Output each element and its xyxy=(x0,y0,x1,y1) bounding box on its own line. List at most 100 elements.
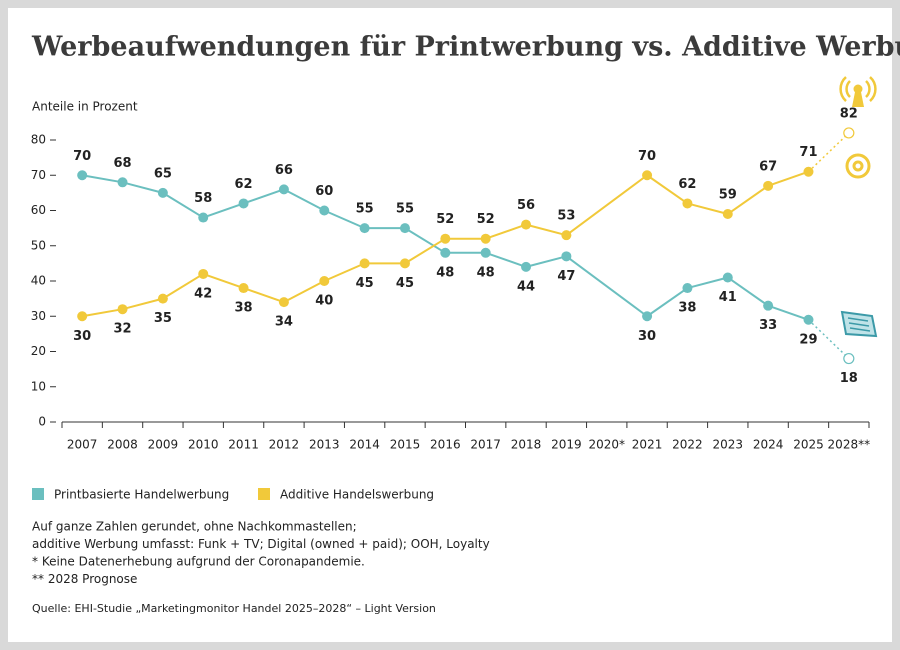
point xyxy=(843,127,855,139)
data-label: 48 xyxy=(436,265,454,280)
newspaper-icon xyxy=(840,310,878,338)
point xyxy=(319,205,330,216)
y-tick-label: 40 xyxy=(31,274,46,288)
y-tick-label: 50 xyxy=(31,238,46,252)
x-tick-label: 2025 xyxy=(793,438,824,452)
line-segment xyxy=(565,255,648,318)
point xyxy=(480,233,491,244)
y-axis-label: Anteile in Prozent xyxy=(32,100,138,114)
line-segment xyxy=(485,223,527,240)
point xyxy=(682,283,693,294)
line-segment xyxy=(82,308,123,318)
point xyxy=(440,233,451,244)
x-tick-label: 2016 xyxy=(430,438,461,452)
point xyxy=(722,272,733,283)
note: Auf ganze Zahlen gerundet, ohne Nachkomm… xyxy=(32,520,357,534)
data-label: 45 xyxy=(396,276,414,291)
x-tick-label: 2017 xyxy=(470,438,501,452)
data-label: 71 xyxy=(799,145,817,160)
line-segment xyxy=(283,280,325,304)
line-segment xyxy=(646,287,688,318)
legend-label: Additive Handelswerbung xyxy=(280,488,434,502)
data-label: 65 xyxy=(154,166,172,181)
point xyxy=(521,219,532,230)
chart-title: Werbeaufwendungen für Printwerbung vs. A… xyxy=(31,32,900,63)
at-icon xyxy=(845,153,871,179)
data-label: 67 xyxy=(759,159,777,174)
point xyxy=(561,230,572,241)
point xyxy=(359,223,370,234)
data-label: 33 xyxy=(759,318,777,333)
panel xyxy=(8,8,892,642)
data-label: 35 xyxy=(154,311,172,326)
point xyxy=(278,297,289,308)
x-tick-label: 2023 xyxy=(713,438,744,452)
x-tick-label: 2009 xyxy=(148,438,179,452)
line-segment xyxy=(122,181,164,194)
data-label: 48 xyxy=(477,265,495,280)
data-label: 70 xyxy=(638,149,656,164)
line-segment xyxy=(82,174,123,184)
point xyxy=(642,170,653,181)
data-label: 29 xyxy=(799,332,817,347)
y-tick-label: 20 xyxy=(31,344,46,358)
point xyxy=(77,311,88,322)
x-tick-label: 2014 xyxy=(349,438,380,452)
source: Quelle: EHI-Studie „Marketingmonitor Han… xyxy=(32,602,436,615)
x-tick-label: 2021 xyxy=(632,438,663,452)
point xyxy=(77,170,88,181)
data-label: 40 xyxy=(315,294,333,309)
line-segment xyxy=(243,188,285,205)
line-segment xyxy=(122,297,164,311)
data-label: 44 xyxy=(517,279,535,294)
note: ** 2028 Prognose xyxy=(32,572,137,586)
data-label: 30 xyxy=(638,329,656,344)
line-segment xyxy=(162,192,204,219)
y-tick-label: 80 xyxy=(31,133,46,147)
line-segment xyxy=(323,262,366,282)
point xyxy=(238,198,249,209)
point xyxy=(803,314,814,325)
data-label: 53 xyxy=(557,209,575,224)
point xyxy=(682,198,693,209)
line-segment xyxy=(404,237,446,265)
data-label: 52 xyxy=(477,212,495,227)
legend-swatch xyxy=(32,488,44,500)
point xyxy=(521,261,532,272)
line-segment xyxy=(404,227,446,254)
line-segment xyxy=(323,209,366,230)
point xyxy=(319,276,330,286)
point xyxy=(157,187,168,198)
point xyxy=(642,311,653,322)
line-segment xyxy=(162,273,204,300)
line-segment xyxy=(807,319,850,360)
data-label: 62 xyxy=(235,177,253,192)
antenna-icon xyxy=(839,76,877,107)
line-segment xyxy=(565,174,648,236)
point xyxy=(803,166,814,177)
x-tick-label: 2022 xyxy=(672,438,703,452)
point xyxy=(359,258,370,269)
data-label: 30 xyxy=(73,329,91,344)
y-tick-label: 60 xyxy=(31,203,46,217)
x-tick-label: 2012 xyxy=(269,438,300,452)
data-label: 47 xyxy=(557,269,575,284)
x-tick-label: 2013 xyxy=(309,438,340,452)
point xyxy=(480,247,491,258)
line-segment xyxy=(687,202,729,215)
x-tick-label: 2015 xyxy=(390,438,421,452)
x-tick-label: 2008 xyxy=(107,438,138,452)
point xyxy=(399,258,410,269)
x-tick-label: 2010 xyxy=(188,438,219,452)
data-label: 62 xyxy=(678,177,696,192)
data-label: 70 xyxy=(73,149,91,164)
data-label: 18 xyxy=(840,371,858,386)
y-tick-label: 70 xyxy=(31,168,46,182)
line-segment xyxy=(727,276,769,307)
point xyxy=(399,223,410,234)
legend-swatch xyxy=(258,488,270,500)
x-tick-label: 2028** xyxy=(828,438,871,452)
point xyxy=(157,293,168,304)
line-segment xyxy=(646,174,688,205)
y-tick-label: 0 xyxy=(38,415,46,429)
